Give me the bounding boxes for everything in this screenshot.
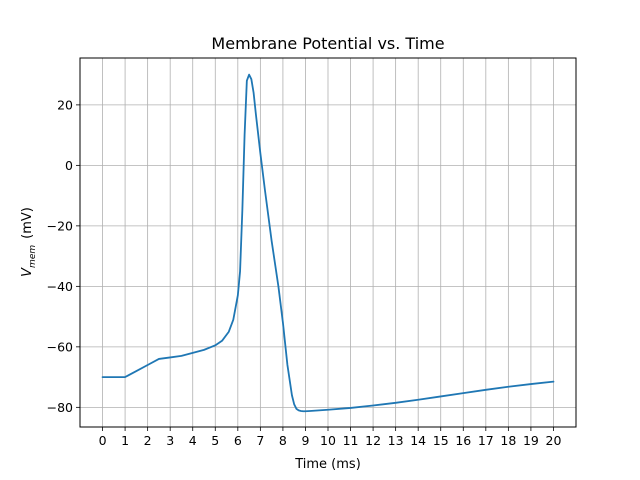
x-tick-label: 16 — [455, 433, 471, 448]
x-tick-label: 1 — [121, 433, 129, 448]
x-tick-label: 7 — [256, 433, 264, 448]
x-tick-label: 11 — [343, 433, 359, 448]
x-tick-label: 0 — [99, 433, 107, 448]
x-tick-label: 8 — [279, 433, 287, 448]
x-tick-label: 3 — [166, 433, 174, 448]
series-layer — [101, 73, 555, 413]
x-tick-label: 14 — [410, 433, 426, 448]
y-tick-label: −60 — [47, 339, 73, 354]
y-tick-label: −80 — [47, 400, 73, 415]
grid-layer — [80, 58, 576, 427]
y-axis-label-unit: (mV) — [20, 207, 35, 239]
x-tick-label: 17 — [478, 433, 494, 448]
y-tick-label: 0 — [65, 158, 73, 173]
x-tick-label: 13 — [388, 433, 404, 448]
y-tick-label: −20 — [47, 218, 73, 233]
series-line — [101, 73, 555, 413]
y-axis-label: Vmem (mV) — [20, 207, 38, 277]
x-tick-label: 4 — [189, 433, 197, 448]
x-tick-label: 15 — [433, 433, 449, 448]
y-axis-label-base: V — [20, 267, 35, 277]
x-tick-label: 19 — [523, 433, 539, 448]
x-tick-label: 10 — [320, 433, 336, 448]
tick-layer: 0 1 2 3 4 5 6 7 8 9 10 11 12 13 14 15 16 17 18 19 20−80−60−4… — [47, 97, 562, 448]
x-tick-label: 18 — [500, 433, 516, 448]
x-tick-label: 5 — [211, 433, 219, 448]
x-tick-label: 2 — [144, 433, 152, 448]
y-tick-label: 20 — [57, 97, 73, 112]
y-axis-label-sub: mem — [28, 245, 38, 268]
chart-title: Membrane Potential vs. Time — [211, 34, 444, 53]
x-axis-label: Time (ms) — [294, 457, 361, 472]
y-tick-label: −40 — [47, 279, 73, 294]
x-tick-label: 6 — [234, 433, 242, 448]
x-tick-label: 12 — [365, 433, 381, 448]
x-tick-label: 9 — [301, 433, 309, 448]
x-tick-label: 20 — [546, 433, 562, 448]
